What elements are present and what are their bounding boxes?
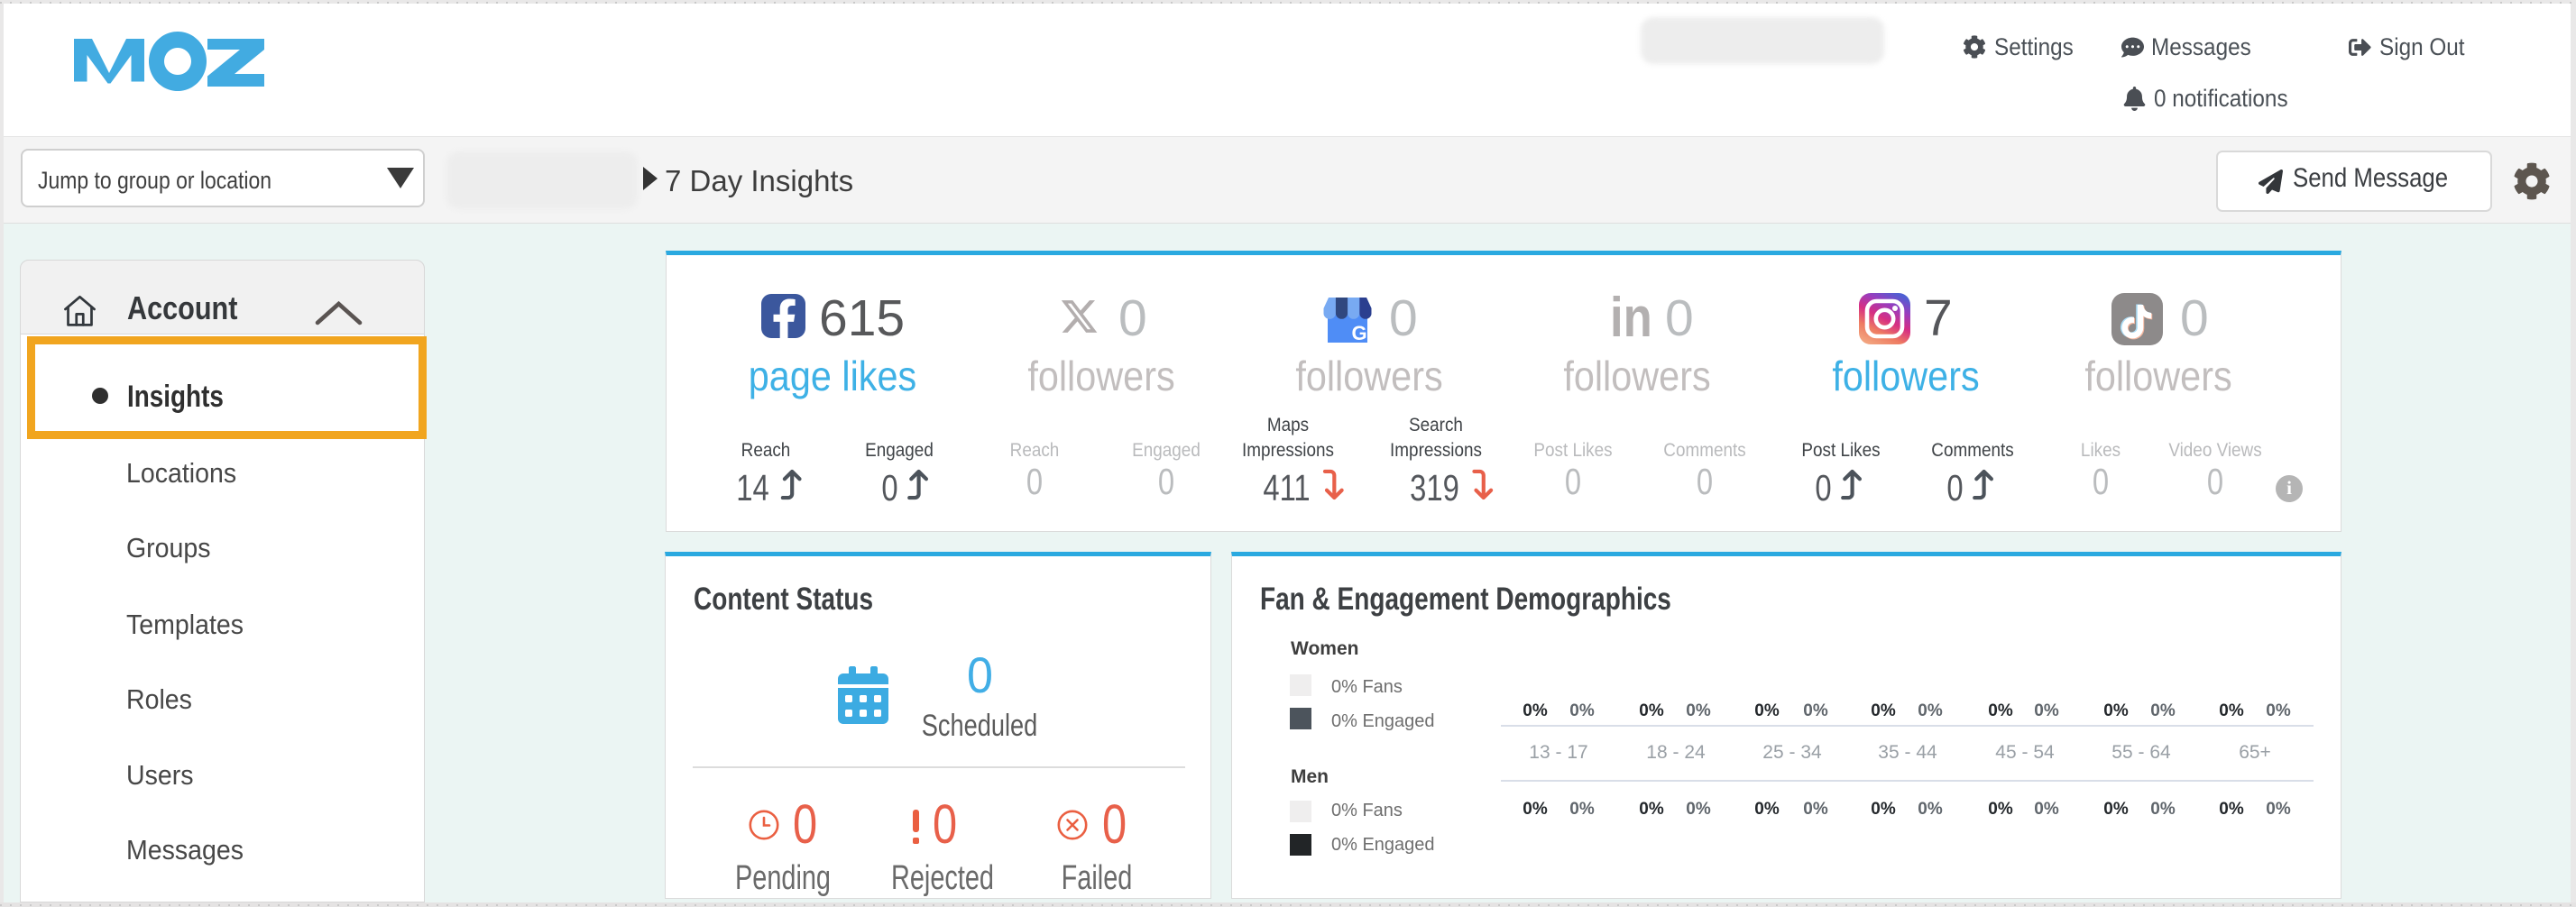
- svg-text:G: G: [1351, 322, 1366, 343]
